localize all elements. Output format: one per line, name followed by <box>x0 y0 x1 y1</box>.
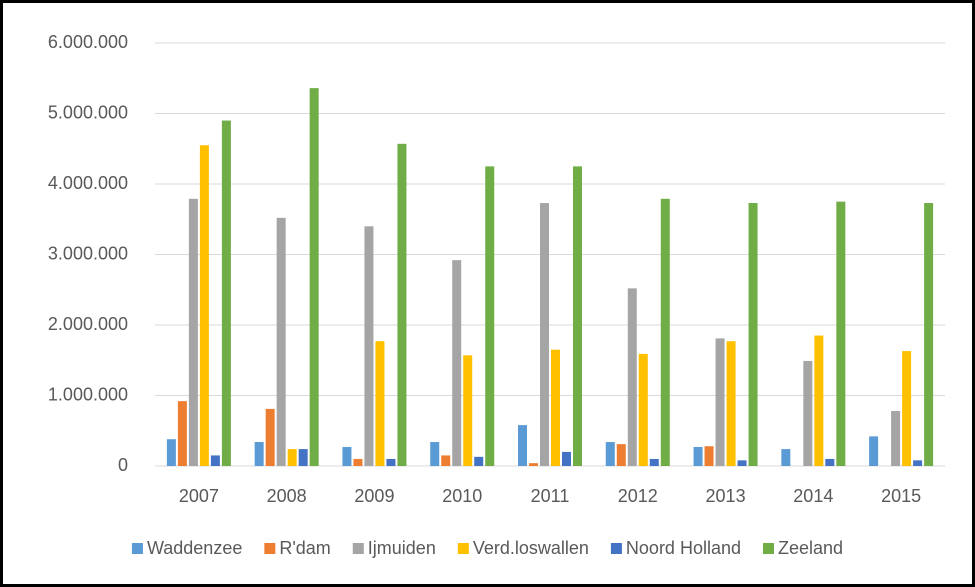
bar <box>265 408 275 466</box>
bar <box>638 353 648 466</box>
bar <box>836 201 846 466</box>
bar <box>726 341 736 466</box>
bar <box>891 411 901 466</box>
bar <box>781 449 791 466</box>
bar <box>287 449 297 466</box>
bar <box>463 355 473 466</box>
legend-swatch <box>131 543 143 554</box>
bar <box>342 446 352 466</box>
bar <box>386 458 396 466</box>
bar <box>715 338 725 466</box>
legend-label: Ijmuiden <box>368 538 436 558</box>
y-tick-label: 0 <box>118 455 128 475</box>
bar <box>441 455 451 466</box>
bar <box>309 88 319 467</box>
bar <box>276 217 286 466</box>
y-tick-label: 1.000.000 <box>48 384 128 404</box>
legend-label: Verd.loswallen <box>473 538 589 558</box>
bar <box>902 351 912 466</box>
bar <box>529 463 538 466</box>
y-tick-label: 5.000.000 <box>48 102 128 122</box>
bar <box>364 226 374 466</box>
x-tick-label: 2010 <box>442 486 482 506</box>
bar <box>452 260 462 466</box>
x-tick-label: 2011 <box>531 486 570 506</box>
y-tick-label: 2.000.000 <box>48 314 128 334</box>
bar <box>298 449 308 466</box>
bar <box>825 458 835 466</box>
bar <box>562 451 571 466</box>
bar <box>474 456 484 466</box>
x-tick-label: 2008 <box>267 486 307 506</box>
bar <box>605 442 615 466</box>
legend-label: Waddenzee <box>147 538 242 558</box>
legend-swatch <box>457 543 469 554</box>
bar <box>177 401 187 466</box>
bar <box>869 436 879 466</box>
bar <box>551 349 560 466</box>
legend-swatch <box>352 543 364 554</box>
bar <box>540 203 549 466</box>
bar <box>814 335 824 466</box>
bar <box>518 425 527 466</box>
bar <box>913 460 923 466</box>
bar <box>375 341 385 466</box>
x-tick-label: 2009 <box>354 486 394 506</box>
y-tick-label: 6.000.000 <box>48 32 128 52</box>
bar <box>166 439 176 466</box>
legend-label: Noord Holland <box>626 538 741 558</box>
legend-swatch <box>264 543 276 554</box>
x-tick-label: 2013 <box>706 486 746 506</box>
bar <box>616 444 626 466</box>
y-tick-label: 4.000.000 <box>48 173 128 193</box>
bar <box>485 166 495 466</box>
bar <box>748 203 758 466</box>
bar <box>803 360 813 466</box>
bar <box>188 198 198 466</box>
bar <box>199 145 209 466</box>
bar <box>210 455 220 466</box>
bar <box>627 288 637 466</box>
y-tick-label: 3.000.000 <box>48 243 128 263</box>
bar <box>693 446 703 466</box>
bar <box>353 458 363 466</box>
legend-label: Zeeland <box>778 538 843 558</box>
bar <box>397 143 407 466</box>
legend-swatch <box>763 543 774 554</box>
bar <box>573 166 582 466</box>
bar <box>737 460 747 466</box>
bar <box>704 446 714 466</box>
legend-swatch <box>610 543 622 554</box>
legend-label: R'dam <box>279 538 330 558</box>
x-tick-label: 2015 <box>881 486 921 506</box>
x-tick-label: 2012 <box>618 486 658 506</box>
x-tick-label: 2014 <box>793 486 833 506</box>
bar <box>660 198 670 466</box>
bar <box>221 120 231 467</box>
bar <box>254 442 264 466</box>
bar <box>430 442 440 466</box>
bar <box>649 458 659 466</box>
bar <box>924 203 934 466</box>
x-tick-label: 2007 <box>179 486 219 506</box>
